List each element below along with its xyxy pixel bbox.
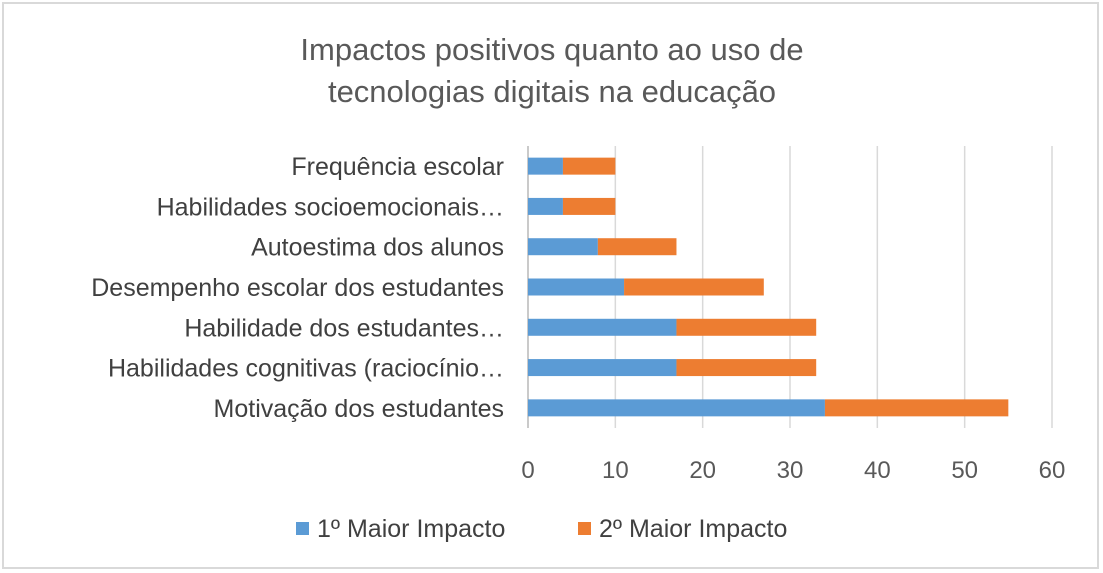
- category-label-2: Autoestima dos alunos: [251, 234, 504, 262]
- category-labels: Frequência escolar Habilidades socioemoci…: [91, 153, 504, 423]
- x-tick-label-3: 30: [777, 457, 804, 484]
- bar-series-0-category-6: [528, 399, 825, 417]
- chart-title: Impactos positivos quanto ao uso de tecn…: [300, 32, 803, 109]
- bar-series-0-category-1: [528, 197, 563, 215]
- category-label-4: Habilidade dos estudantes…: [184, 314, 504, 342]
- x-tick-label-4: 40: [864, 457, 891, 484]
- legend-swatch-0: [296, 522, 309, 535]
- x-tick-label-0: 0: [521, 457, 534, 484]
- x-axis-tick-labels: 0 10 20 30 40 50 60: [521, 457, 1065, 484]
- legend-label-1: 2º Maior Impacto: [599, 515, 787, 543]
- bar-series-0-category-2: [528, 238, 598, 256]
- bar-series-0-category-3: [528, 278, 625, 296]
- bar-series-0-category-5: [528, 359, 677, 377]
- bar-series-1-category-0: [562, 157, 616, 175]
- bar-series-1-category-3: [624, 278, 764, 296]
- chart-title-line-2: tecnologias digitais na educação: [328, 74, 776, 109]
- category-label-0: Frequência escolar: [291, 153, 504, 181]
- bar-series-1-category-4: [676, 318, 817, 336]
- category-label-3: Desempenho escolar dos estudantes: [91, 274, 504, 302]
- x-tick-label-5: 50: [951, 457, 978, 484]
- legend-swatch-1: [578, 522, 591, 535]
- chart-title-line-1: Impactos positivos quanto ao uso de: [300, 32, 803, 67]
- category-label-1: Habilidades socioemocionais…: [157, 193, 504, 221]
- bars: [528, 157, 1009, 417]
- bar-series-0-category-0: [528, 157, 563, 175]
- bar-series-1-category-1: [562, 197, 616, 215]
- legend-label-0: 1º Maior Impacto: [317, 515, 505, 543]
- x-tick-label-2: 20: [689, 457, 716, 484]
- x-tick-label-1: 10: [602, 457, 629, 484]
- bar-series-1-category-5: [676, 359, 817, 377]
- chart-svg: Impactos positivos quanto ao uso de tecn…: [91, 32, 1065, 543]
- bar-series-1-category-2: [597, 238, 677, 256]
- bar-series-1-category-6: [824, 399, 1009, 417]
- category-label-6: Motivação dos estudantes: [214, 395, 504, 423]
- x-tick-label-6: 60: [1039, 457, 1066, 484]
- category-label-5: Habilidades cognitivas (raciocínio…: [108, 355, 504, 383]
- bar-series-0-category-4: [528, 318, 677, 336]
- legend: 1º Maior Impacto 2º Maior Impacto: [296, 515, 787, 543]
